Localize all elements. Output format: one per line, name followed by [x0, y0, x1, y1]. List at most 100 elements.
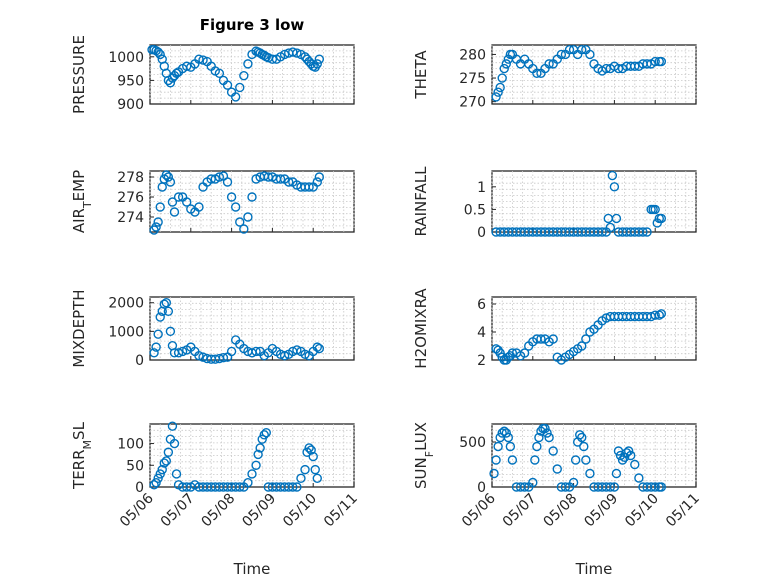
mixdepth-data-point: [159, 299, 169, 309]
pressure-data-point: [214, 68, 225, 79]
air-temp-data-point: [167, 197, 178, 207]
sun-flux-x-tick-label: 05/08: [541, 491, 581, 531]
terr-msl-x-tick-label: 05/07: [158, 491, 198, 531]
x-axis-label-left: Time: [233, 560, 271, 578]
terr-msl-data-point: [151, 477, 161, 488]
theta-data-point: [601, 63, 611, 74]
sun-flux-data-point: [548, 446, 558, 456]
rainfall-series: [491, 170, 667, 237]
terr-msl-y-tick-label: 0: [135, 480, 144, 496]
mixdepth-data-point: [300, 349, 310, 359]
rainfall-panel: 0 0.5 1 RAINFALL: [412, 166, 697, 241]
sun-flux-data-point: [532, 441, 542, 452]
sun-flux-data-point: [560, 482, 571, 492]
sun-flux-data-point: [579, 441, 589, 452]
air-temp-y-tick-label: 274: [117, 210, 144, 226]
rainfall-y-tick-label: 0: [477, 225, 486, 241]
mixdepth-data-point: [312, 342, 322, 352]
rainfall-y-tick-label: 0.5: [464, 202, 486, 218]
mixdepth-data-point: [163, 306, 174, 317]
air-temp-data-point: [284, 177, 294, 187]
air-temp-data-point: [194, 202, 204, 212]
air-temp-data-point: [247, 192, 257, 202]
mixdepth-data-point: [218, 353, 229, 363]
mixdepth-grid: [149, 297, 355, 360]
pressure-panel: 900 950 1000 PRESSURE: [70, 35, 355, 114]
terr-msl-data-point: [159, 458, 169, 468]
air-temp-y-tick-label: 278: [117, 170, 144, 186]
mixdepth-data-point: [153, 329, 163, 339]
theta-data-point: [495, 82, 505, 93]
h2omixra-data-point: [536, 334, 546, 344]
x-axis-label-right: Time: [575, 560, 613, 578]
air-temp-data-point: [161, 170, 172, 180]
air-temp-data-point: [275, 174, 286, 184]
mixdepth-series: [149, 298, 325, 364]
terr-msl-series: [149, 421, 322, 492]
terr-msl-data-point: [157, 464, 167, 475]
terr-msl-y-axis-label: TERRMSL: [70, 421, 94, 490]
sun-flux-data-point: [503, 432, 514, 443]
theta-y-tick-label: 270: [459, 95, 486, 111]
h2omixra-data-point: [577, 341, 587, 351]
mixdepth-data-point: [155, 312, 165, 322]
pressure-data-point: [230, 92, 241, 102]
sun-flux-data-point: [507, 455, 518, 465]
theta-data-point: [556, 49, 567, 60]
mixdepth-data-point: [279, 351, 290, 361]
sun-flux-series: [489, 423, 667, 492]
theta-data-point: [650, 56, 660, 67]
terr-msl-grid: [149, 424, 355, 487]
sun-flux-data-point: [491, 455, 501, 465]
theta-data-point: [630, 61, 640, 71]
terr-msl-y-tick-label: 50: [126, 458, 144, 474]
terr-msl-data-point: [171, 469, 182, 479]
sun-flux-data-point: [656, 482, 667, 492]
mixdepth-data-point: [151, 342, 161, 352]
mixdepth-data-point: [165, 326, 176, 337]
sun-flux-y-axis-label: SUNFLUX: [412, 422, 436, 489]
h2omixra-y-tick-label: 4: [477, 325, 486, 341]
pressure-y-axis-label: PRESSURE: [70, 35, 88, 114]
sun-flux-data-point: [519, 482, 530, 492]
theta-data-point: [493, 87, 503, 97]
terr-msl-data-point: [169, 438, 180, 449]
theta-data-point: [577, 45, 587, 55]
h2omixra-data-point: [519, 348, 530, 358]
air-temp-data-point: [226, 192, 237, 202]
air-temp-data-point: [312, 177, 322, 187]
sun-flux-data-point: [493, 441, 503, 452]
air-temp-data-point: [214, 172, 225, 182]
terr-msl-data-point: [163, 447, 174, 457]
h2omixra-data-point: [654, 310, 664, 320]
terr-msl-data-point: [253, 449, 263, 460]
rainfall-data-point: [607, 170, 618, 181]
mixdepth-y-tick-label: 2000: [108, 296, 144, 312]
air-temp-data-point: [230, 202, 241, 212]
pressure-y-tick-label: 950: [117, 73, 144, 89]
pressure-data-point: [267, 54, 278, 64]
sun-flux-data-point: [611, 468, 622, 479]
theta-y-tick-label: 275: [459, 71, 486, 87]
terr-msl-panel: 0 50 100 05/06 05/07 05/08 05/09 05/10 05/11 TERR…: [70, 421, 361, 530]
terr-msl-data-point: [292, 482, 302, 492]
sun-flux-data-point: [570, 455, 581, 465]
sun-flux-y-tick-label: 0: [477, 480, 486, 496]
mixdepth-data-point: [173, 348, 184, 358]
pressure-y-tick-label: 900: [117, 97, 144, 113]
h2omixra-series: [491, 309, 667, 365]
sun-flux-data-point: [552, 464, 562, 474]
pressure-data-point: [292, 48, 302, 58]
theta-data-point: [501, 59, 511, 69]
h2omixra-y-tick-label: 6: [477, 297, 486, 313]
sun-flux-data-point: [568, 477, 579, 488]
terr-msl-x-tick-label: 05/11: [321, 491, 361, 531]
theta-data-point: [656, 56, 667, 67]
sun-flux-data-point: [505, 441, 516, 452]
sun-flux-data-point: [540, 423, 550, 434]
mixdepth-data-point: [149, 348, 159, 358]
sun-flux-x-tick-label: 05/10: [622, 491, 662, 531]
terr-msl-data-point: [288, 482, 298, 492]
pressure-data-point: [288, 47, 298, 57]
rainfall-data-point: [642, 227, 652, 237]
